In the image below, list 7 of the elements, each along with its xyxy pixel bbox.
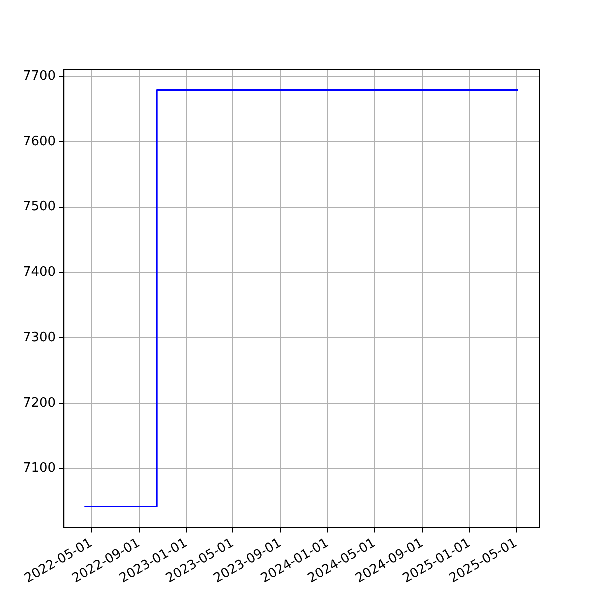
y-tick-label: 7700 (22, 68, 56, 84)
y-tick-label: 7400 (22, 265, 56, 280)
y-tick-label: 7600 (22, 134, 56, 150)
y-tick-label: 7300 (22, 330, 56, 346)
y-tick-label: 7500 (22, 200, 56, 215)
y-tick-label: 7100 (22, 461, 56, 476)
y-tick-label: 7200 (22, 396, 56, 411)
